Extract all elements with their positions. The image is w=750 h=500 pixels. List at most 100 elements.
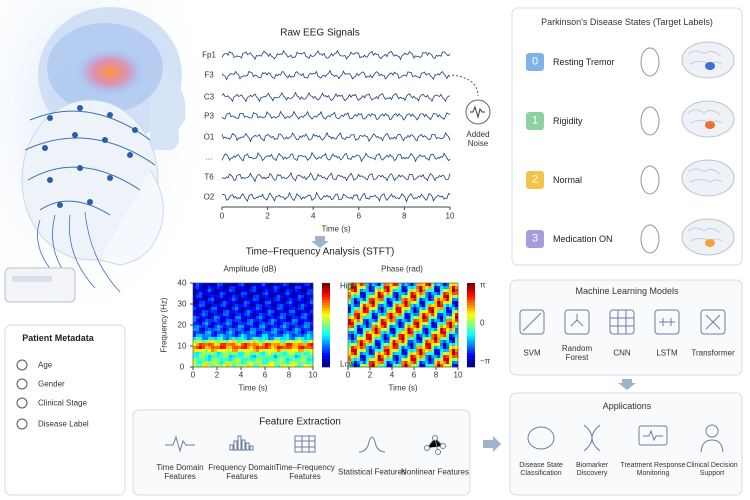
heatmap-cell (247, 361, 251, 365)
heatmap-cell (362, 340, 367, 344)
heatmap-cell (217, 313, 221, 317)
panel-title: Parkinson's Disease States (Target Label… (541, 16, 713, 27)
heatmap-cell (244, 289, 248, 293)
heatmap-cell (431, 301, 435, 305)
heatmap-cell (348, 340, 352, 344)
heatmap-cell (401, 307, 405, 311)
heatmap-cell (383, 301, 387, 305)
heatmap-cell (446, 340, 450, 344)
heatmap-cell (271, 304, 275, 308)
heatmap-cell (452, 340, 456, 344)
colorbar-cell (467, 283, 475, 287)
heatmap-cell (428, 340, 432, 344)
heatmap-cell (416, 328, 420, 332)
heatmap-cell (214, 295, 218, 299)
heatmap-cell (425, 364, 429, 368)
heatmap-cell (223, 352, 227, 356)
colorbar-cell (467, 330, 475, 334)
heatmap-cell (437, 292, 441, 296)
heatmap-cell (202, 316, 206, 320)
heatmap-cell (440, 364, 444, 368)
heatmap-cell (202, 361, 206, 365)
heatmap-cell (271, 307, 275, 311)
heatmap-cell (259, 310, 263, 314)
heatmap-cell (368, 283, 373, 287)
heatmap-cell (286, 286, 290, 290)
heatmap-cell (431, 328, 435, 332)
heatmap-cell (377, 358, 381, 362)
heatmap-cell (208, 286, 212, 290)
heatmap-cell (383, 292, 387, 296)
heatmap-cell (307, 346, 311, 350)
state-icon (640, 165, 660, 195)
heatmap-cell (431, 286, 435, 290)
heatmap-cell (362, 298, 367, 302)
heatmap-cell (446, 328, 450, 332)
heatmap-cell (389, 316, 393, 320)
heatmap-cell (392, 292, 396, 296)
heatmap-cell (211, 298, 215, 302)
heatmap-cell (440, 334, 444, 338)
heatmap-cell (368, 337, 373, 341)
heatmap-cell (419, 295, 423, 299)
heatmap-cell (286, 361, 290, 365)
heatmap-cell (262, 286, 266, 290)
heatmap-cell (283, 349, 287, 353)
heatmap-cell (422, 283, 426, 287)
heatmap-cell (407, 301, 411, 305)
heatmap-cell (199, 283, 203, 287)
heatmap-cell (310, 361, 314, 365)
heatmap-cell (362, 283, 367, 287)
heatmap-cell (443, 358, 447, 362)
heatmap-cell (413, 340, 417, 344)
heatmap-cell (205, 343, 209, 347)
heatmap-cell (289, 331, 293, 335)
heatmap-cell (348, 364, 352, 368)
heatmap-cell (437, 319, 441, 323)
heatmap-cell (425, 358, 429, 362)
heatmap-cell (440, 292, 444, 296)
heatmap-cell (241, 301, 245, 305)
heatmap-cell (395, 331, 399, 335)
heatmap-cell (199, 334, 203, 338)
heatmap-cell (353, 343, 358, 347)
heatmap-cell (283, 286, 287, 290)
heatmap-cell (229, 340, 233, 344)
heatmap-cell (283, 355, 287, 359)
feature-icon (440, 443, 446, 449)
heatmap-cell (283, 316, 287, 320)
heatmap-cell (202, 322, 206, 326)
heatmap-cell (404, 346, 408, 350)
heatmap-cell (271, 358, 275, 362)
heatmap-cell (350, 328, 355, 332)
heatmap-cell (274, 349, 278, 353)
heatmap-cell (307, 307, 311, 311)
heatmap-cell (211, 352, 215, 356)
heatmap-cell (310, 352, 314, 356)
heatmap-cell (374, 331, 379, 335)
heatmap-cell (259, 304, 263, 308)
heatmap-cell (353, 340, 358, 344)
state-label: Normal (553, 174, 583, 185)
heatmap-cell (440, 316, 444, 320)
heatmap-cell (455, 331, 459, 335)
heatmap-cell (211, 346, 215, 350)
heatmap-cell (193, 352, 197, 356)
heatmap-cell (262, 304, 266, 308)
heatmap-cell (443, 325, 447, 329)
heatmap-cell (235, 337, 239, 341)
heatmap-cell (380, 361, 384, 365)
heatmap-cell (292, 331, 296, 335)
heatmap-cell (425, 340, 429, 344)
axis-label: Time (s) (321, 224, 351, 234)
heatmap-cell (238, 343, 242, 347)
heatmap-cell (301, 307, 305, 311)
heatmap-cell (348, 286, 352, 290)
heatmap-cell (362, 364, 367, 368)
heatmap-cell (371, 349, 376, 353)
heatmap-cell (247, 358, 251, 362)
heatmap-cell (437, 355, 441, 359)
heatmap-cell (449, 322, 453, 326)
heatmap-cell (389, 364, 393, 368)
